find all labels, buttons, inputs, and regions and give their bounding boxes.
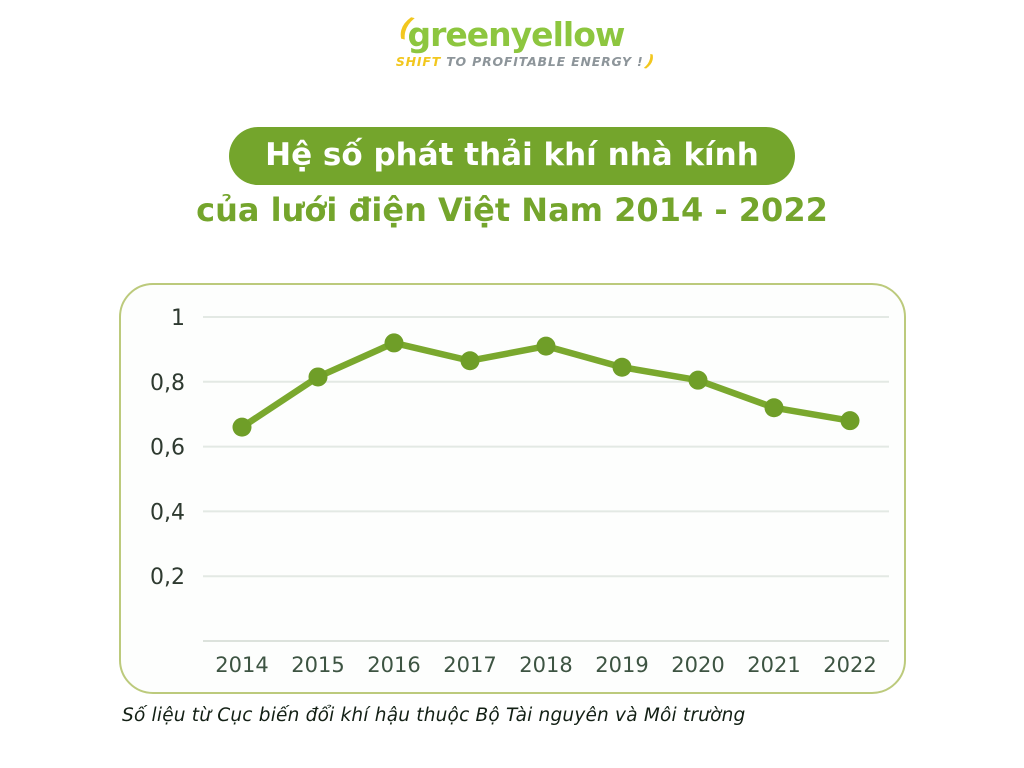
svg-text:1: 1 [171,306,185,331]
emission-factor-line-chart: 1 0,8 0,6 0,4 0,2 2014 2015 2016 2017 2018 2019 202… [150,306,889,677]
svg-text:2021: 2021 [747,653,800,677]
svg-text:0,8: 0,8 [150,371,185,396]
svg-text:0,4: 0,4 [150,500,185,525]
greenyellow-logo: (greenyellow SHIFT TO PROFITABLE ENERGY … [370,12,657,73]
source-note: Số liệu từ Cục biến đổi khí hậu thuộc Bộ… [122,705,746,726]
chart-card: 1 0,8 0,6 0,4 0,2 2014 2015 2016 2017 2018 2019 202… [119,283,906,694]
svg-text:2014: 2014 [215,653,268,677]
svg-text:2017: 2017 [443,653,496,677]
logo-brand-row: (greenyellow [370,12,654,54]
svg-text:2019: 2019 [595,653,648,677]
logo-swoosh-right-icon: ) [643,51,657,73]
tagline-rest: TO PROFITABLE ENERGY ! [446,54,644,69]
svg-text:0,6: 0,6 [150,436,185,461]
svg-text:0,2: 0,2 [150,565,185,590]
tagline-highlight: SHIFT [395,54,442,69]
svg-text:2015: 2015 [291,653,344,677]
svg-text:2018: 2018 [519,653,572,677]
chart-title-line1: Hệ số phát thải khí nhà kính [229,127,795,185]
title-row: Hệ số phát thải khí nhà kính [0,127,1024,185]
svg-text:2022: 2022 [823,653,876,677]
logo-brand-text: greenyellow [407,15,626,54]
svg-text:2016: 2016 [367,653,420,677]
svg-text:2020: 2020 [671,653,724,677]
chart-title-line2: của lưới điện Việt Nam 2014 - 2022 [196,191,828,229]
logo-tagline: SHIFT TO PROFITABLE ENERGY !) [370,51,657,73]
